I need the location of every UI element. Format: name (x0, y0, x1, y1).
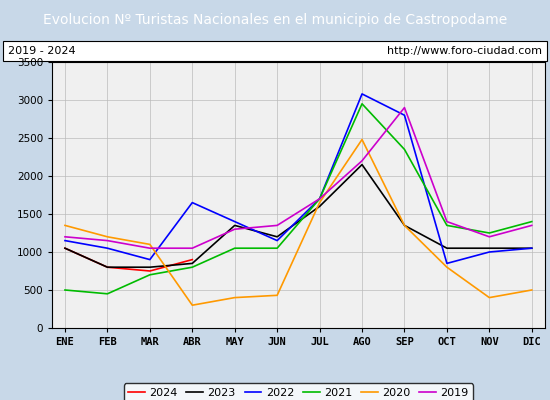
FancyBboxPatch shape (3, 41, 547, 61)
Text: http://www.foro-ciudad.com: http://www.foro-ciudad.com (387, 46, 542, 56)
Legend: 2024, 2023, 2022, 2021, 2020, 2019: 2024, 2023, 2022, 2021, 2020, 2019 (124, 383, 473, 400)
Text: 2019 - 2024: 2019 - 2024 (8, 46, 76, 56)
Text: Evolucion Nº Turistas Nacionales en el municipio de Castropodame: Evolucion Nº Turistas Nacionales en el m… (43, 13, 507, 27)
